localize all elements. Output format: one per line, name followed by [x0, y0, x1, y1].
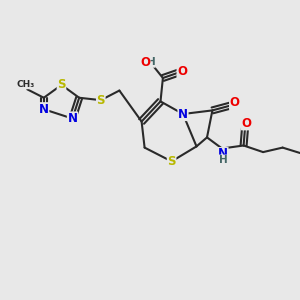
Text: O: O — [177, 64, 187, 78]
Text: N: N — [218, 147, 228, 161]
Text: O: O — [140, 56, 150, 69]
Text: S: S — [97, 94, 105, 107]
Text: S: S — [57, 78, 66, 92]
Text: N: N — [178, 107, 188, 121]
Text: N: N — [68, 112, 77, 125]
Text: H: H — [146, 57, 155, 68]
Text: S: S — [167, 155, 176, 168]
Text: H: H — [219, 155, 228, 165]
Text: N: N — [39, 103, 49, 116]
Text: CH₃: CH₃ — [17, 80, 35, 89]
Text: O: O — [242, 117, 252, 130]
Text: O: O — [230, 96, 240, 110]
